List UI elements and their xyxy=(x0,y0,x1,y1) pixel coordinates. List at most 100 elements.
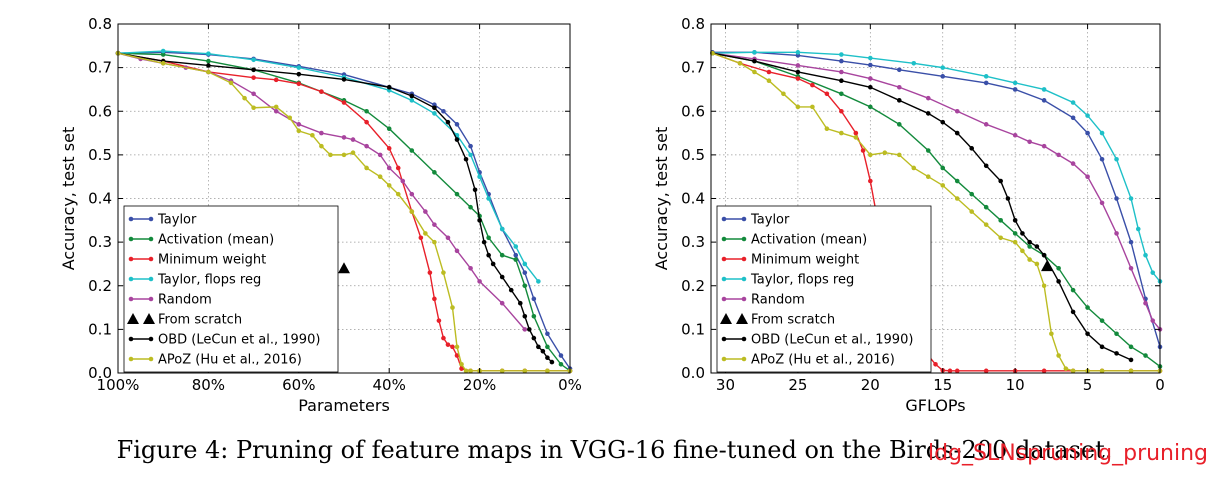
data-point xyxy=(206,51,211,56)
data-point xyxy=(1041,283,1047,289)
data-point xyxy=(1085,174,1090,179)
data-point xyxy=(940,65,946,70)
legend-marker xyxy=(128,216,134,222)
data-point xyxy=(853,130,859,136)
data-point xyxy=(459,361,464,367)
data-point xyxy=(933,361,938,367)
legend-marker xyxy=(128,356,134,362)
data-point xyxy=(499,368,505,374)
series-taylor-flops-reg xyxy=(710,50,1163,284)
y-axis-label: Accuracy, test set xyxy=(59,127,78,270)
data-point xyxy=(445,235,451,241)
series-random xyxy=(710,50,1163,332)
data-point xyxy=(409,191,415,197)
data-point xyxy=(1012,239,1018,245)
data-point xyxy=(1056,152,1061,158)
data-point xyxy=(395,191,401,197)
data-point xyxy=(983,122,989,127)
data-point-from-scratch xyxy=(338,262,350,274)
x-tick-label: 100% xyxy=(97,376,140,394)
data-point xyxy=(795,104,801,110)
data-point xyxy=(1041,98,1047,103)
y-tick-label: 0.8 xyxy=(88,15,112,33)
data-point xyxy=(386,126,392,131)
data-point xyxy=(1099,344,1105,350)
legend: Taylor Activation (mean) Minimum weight Tay… xyxy=(123,205,339,373)
y-tick-label: 0.1 xyxy=(681,320,705,338)
data-point xyxy=(545,368,550,374)
legend-label: APoZ (Hu et al., 2016) xyxy=(158,353,302,368)
data-point xyxy=(1114,196,1119,201)
data-point xyxy=(454,248,460,254)
data-point xyxy=(486,196,491,201)
data-point xyxy=(1085,331,1090,337)
data-point xyxy=(1070,161,1076,166)
data-point xyxy=(386,165,392,171)
data-point xyxy=(341,100,347,105)
data-point xyxy=(1070,287,1076,293)
data-point xyxy=(1143,300,1148,306)
data-point xyxy=(522,327,528,332)
data-point xyxy=(296,65,302,70)
y-tick-label: 0.8 xyxy=(681,15,705,33)
data-point xyxy=(481,239,487,245)
data-point xyxy=(364,108,369,114)
data-point xyxy=(423,231,428,236)
data-point xyxy=(513,252,519,258)
data-point xyxy=(341,135,347,140)
data-point xyxy=(400,178,406,184)
data-point xyxy=(508,287,514,293)
legend-label: Minimum weight xyxy=(751,253,859,268)
x-tick-label: 30 xyxy=(716,376,735,394)
data-point xyxy=(432,111,437,116)
data-point xyxy=(868,152,873,158)
x-tick-label: 25 xyxy=(788,376,807,394)
data-point xyxy=(1041,143,1047,149)
chart-parameters: 100% 80% 60% 40% 20% 0% 0.0 0.1 0.2 0.3 0.4 0.5 0.6 0… xyxy=(59,15,582,415)
x-tick-label: 15 xyxy=(933,376,952,394)
data-point xyxy=(1128,357,1134,363)
data-point xyxy=(781,91,786,97)
data-point xyxy=(766,78,772,84)
legend-marker xyxy=(741,276,747,282)
data-point xyxy=(940,165,946,171)
data-point xyxy=(319,143,324,149)
data-point xyxy=(536,344,541,350)
data-point xyxy=(160,52,166,57)
data-point xyxy=(251,75,256,80)
data-point xyxy=(1049,331,1054,337)
data-point xyxy=(445,119,451,125)
data-point xyxy=(545,331,550,337)
data-point xyxy=(1041,252,1047,258)
data-point xyxy=(954,108,960,114)
x-tick-label: 20 xyxy=(861,376,880,394)
data-point xyxy=(925,148,931,153)
legend-swatch xyxy=(143,313,155,324)
data-point xyxy=(558,361,564,367)
legend-label: Taylor xyxy=(157,213,197,228)
data-point xyxy=(296,71,302,77)
legend-marker xyxy=(741,216,747,222)
series-line xyxy=(117,52,571,372)
data-point xyxy=(969,146,975,151)
data-point xyxy=(839,130,844,136)
data-point xyxy=(1027,257,1032,262)
data-point xyxy=(409,209,415,214)
data-point xyxy=(468,152,473,158)
series-taylor-flops-reg xyxy=(115,48,541,284)
legend-label: APoZ (Hu et al., 2016) xyxy=(751,353,895,368)
series-from-scratch xyxy=(338,262,350,274)
data-point xyxy=(386,183,392,188)
data-point xyxy=(1128,344,1134,350)
data-point xyxy=(983,204,989,210)
data-point xyxy=(940,74,946,79)
data-point xyxy=(463,368,469,374)
data-point xyxy=(273,108,279,114)
data-point xyxy=(468,368,473,374)
data-point xyxy=(1128,196,1134,201)
data-point xyxy=(477,174,482,179)
series-line xyxy=(712,52,1132,361)
data-point xyxy=(545,344,550,350)
data-point xyxy=(1041,368,1047,374)
y-axis-label: Accuracy, test set xyxy=(652,127,671,270)
